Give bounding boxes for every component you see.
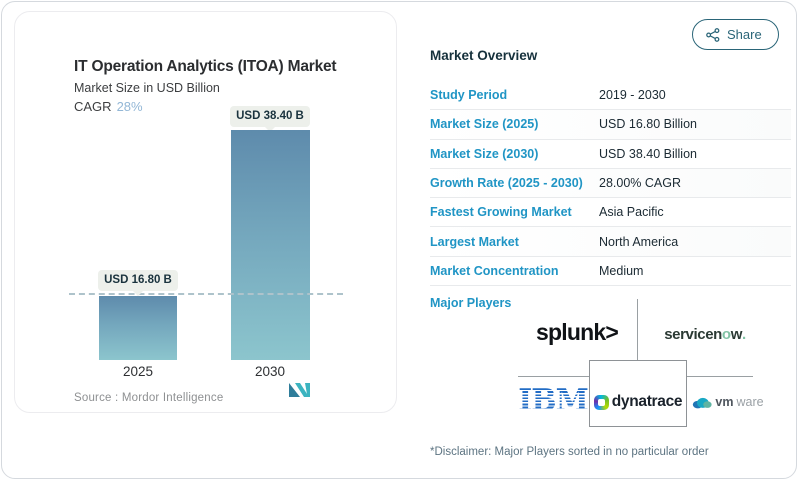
servicenow-dot: . <box>741 325 746 343</box>
bar-2025 <box>99 296 177 360</box>
table-row-largest-market: Largest Market North America <box>430 227 791 257</box>
ibm-logo: IBM <box>514 385 592 417</box>
vmware-logo: vm ware <box>690 391 766 413</box>
dynatrace-icon <box>593 394 609 410</box>
bar-2030 <box>231 130 310 360</box>
vmware-wordmark-vm: vm <box>715 395 734 409</box>
servicenow-wordmark-part1: servicen <box>664 325 722 343</box>
mordor-intelligence-logo <box>289 383 310 397</box>
source-text: Source : Mordor Intelligence <box>74 392 224 404</box>
row-label: Market Size (2025) <box>430 117 539 132</box>
table-row-market-size-2030: Market Size (2030) USD 38.40 Billion <box>430 140 791 169</box>
row-value: USD 16.80 Billion <box>599 117 697 132</box>
row-value: 28.00% CAGR <box>599 176 681 191</box>
dynatrace-logo: dynatrace <box>591 390 685 414</box>
table-row-market-size-2025: Market Size (2025) USD 16.80 Billion <box>430 110 791 140</box>
row-label: Study Period <box>430 88 508 103</box>
disclaimer-text: *Disclaimer: Major Players sorted in no … <box>430 446 709 458</box>
row-value: USD 38.40 Billion <box>599 146 697 161</box>
row-value: Asia Pacific <box>599 205 664 220</box>
vmware-wordmark-ware: ware <box>736 395 764 409</box>
overview-table: Study Period 2019 - 2030 Market Size (20… <box>430 81 791 287</box>
chart-subtitle: Market Size in USD Billion <box>74 81 220 95</box>
servicenow-wordmark-part2: w <box>730 325 743 343</box>
chart-card: IT Operation Analytics (ITOA) Market Mar… <box>14 11 397 413</box>
row-label: Growth Rate (2025 - 2030) <box>430 176 583 191</box>
cagr-label: CAGR <box>74 99 112 114</box>
row-value: Medium <box>599 263 644 278</box>
major-players-label: Major Players <box>430 296 512 310</box>
reference-dashed-line <box>69 293 343 295</box>
overview-heading: Market Overview <box>430 48 538 63</box>
splunk-arrow-glyph: > <box>605 318 618 345</box>
connector-horizontal-line-right <box>687 376 753 377</box>
connector-vertical-line <box>637 299 638 361</box>
chart-cagr: CAGR 28% <box>74 99 143 114</box>
share-button[interactable]: Share <box>692 19 779 50</box>
share-icon <box>706 27 720 42</box>
servicenow-green-o: o <box>721 325 731 343</box>
dynatrace-logo-box <box>589 360 687 427</box>
x-axis-label-2030: 2030 <box>254 364 286 379</box>
ibm-wordmark: IBM <box>518 383 588 418</box>
row-value: North America <box>599 234 679 249</box>
dynatrace-wordmark: dynatrace <box>611 393 683 410</box>
table-row-fastest-growing-market: Fastest Growing Market Asia Pacific <box>430 198 791 228</box>
row-label: Market Size (2030) <box>430 146 539 161</box>
bar-value-label-2030: USD 38.40 B <box>230 106 310 132</box>
row-label: Largest Market <box>430 234 519 249</box>
row-label: Market Concentration <box>430 263 559 278</box>
row-value: 2019 - 2030 <box>599 88 666 103</box>
cagr-value: 28% <box>116 99 143 114</box>
table-row-study-period: Study Period 2019 - 2030 <box>430 81 791 111</box>
share-button-label: Share <box>727 27 762 42</box>
servicenow-logo: servicen o w. <box>655 324 755 344</box>
connector-horizontal-line-left <box>518 376 589 377</box>
table-row-growth-rate: Growth Rate (2025 - 2030) 28.00% CAGR <box>430 168 791 199</box>
bar-value-label-2025: USD 16.80 B <box>98 270 178 296</box>
x-axis-label-2025: 2025 <box>122 364 154 379</box>
chart-title: IT Operation Analytics (ITOA) Market <box>74 58 337 75</box>
vmware-cloud-icon <box>693 397 712 408</box>
row-label: Fastest Growing Market <box>430 205 572 220</box>
splunk-wordmark: splunk <box>536 318 606 345</box>
table-row-market-concentration: Market Concentration Medium <box>430 257 791 287</box>
splunk-logo: splunk > <box>529 316 625 348</box>
